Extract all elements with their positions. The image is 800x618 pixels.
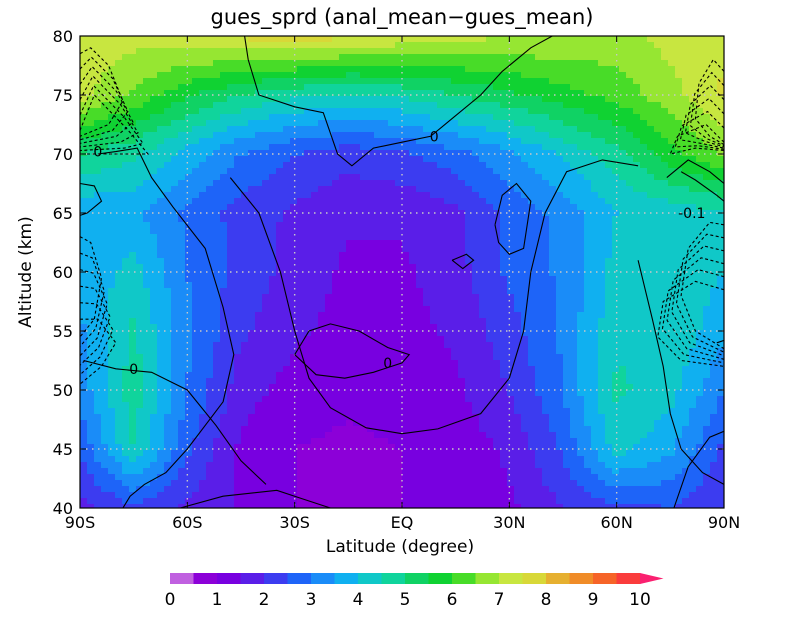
y-axis-label: Altitude (km) [16, 216, 36, 328]
colorbar-swatch [240, 573, 265, 584]
y-axis: 40 45 50 55 60 65 70 75 80 [53, 27, 724, 518]
y-tick-label: 80 [53, 27, 73, 46]
colorbar-swatch [475, 573, 500, 584]
colorbar-swatch [593, 573, 617, 584]
chart-title: gues_sprd (anal_mean−gues_mean) [210, 5, 593, 30]
colorbar-tick-label: 4 [353, 590, 364, 610]
y-tick-label: 70 [53, 145, 73, 164]
x-tick-label: 60N [601, 513, 633, 532]
contour-line [180, 489, 331, 508]
contour-line-negative [80, 252, 105, 347]
contour-line-negative [80, 65, 134, 144]
colorbar-swatch [616, 573, 641, 584]
contour-line-negative [80, 302, 114, 376]
colorbar-tick-label: 0 [165, 590, 176, 610]
contour-line-negative [684, 84, 724, 148]
contour-line-negative [80, 75, 139, 148]
contour-line [97, 147, 235, 508]
contour-line-negative [674, 110, 724, 150]
x-axis: 90S 60S 30S EQ 30N 60N 90N [65, 36, 740, 532]
colorbar-swatch [381, 573, 406, 584]
colorbar-swatch [452, 573, 476, 584]
contour-line-negative [666, 257, 724, 360]
x-tick-label: 90S [65, 513, 96, 532]
colorbar-swatch [193, 573, 218, 584]
y-tick-label: 45 [53, 440, 73, 459]
x-tick-label: 60S [172, 513, 203, 532]
colorbar-tick-label: 6 [447, 590, 458, 610]
x-tick-label: EQ [391, 513, 414, 532]
x-tick-label: 30N [493, 513, 525, 532]
colorbar-swatch [569, 573, 594, 584]
contour-line-negative [675, 233, 724, 353]
contour-label: 0 [430, 129, 439, 145]
colorbar-tick-label: 10 [629, 590, 651, 610]
colorbar-swatch [170, 573, 194, 584]
contour-line [494, 182, 532, 255]
colorbar-swatch [358, 573, 382, 584]
colorbar-labels: 0 1 2 3 4 5 6 7 8 9 10 [165, 590, 651, 610]
contour-line [716, 339, 724, 344]
colorbar-swatch [428, 573, 453, 584]
contour-label: 0 [129, 362, 138, 378]
colorbar-swatch [334, 573, 359, 584]
colorbar-tick-label: 7 [494, 590, 505, 610]
contour-line [80, 182, 103, 216]
colorbar-extend-arrow [640, 573, 664, 584]
contour-line-negative [669, 123, 724, 155]
contour-line [244, 36, 553, 167]
contour-line [680, 171, 724, 202]
y-tick-label: 75 [53, 86, 73, 105]
contour-line-negative [671, 245, 724, 357]
contour-label: 0 [383, 356, 392, 372]
grid-lines [80, 36, 724, 508]
colorbar-tick-label: 8 [541, 590, 552, 610]
contour-line-negative [80, 236, 103, 338]
contour-line-negative [80, 318, 117, 385]
contour-line-negative [80, 56, 129, 141]
contour-line [637, 260, 724, 485]
y-tick-label: 50 [53, 381, 73, 400]
x-tick-label: 90N [708, 513, 740, 532]
contour-line-negative [661, 269, 724, 364]
contour-line [666, 159, 724, 184]
colorbar-swatch [287, 573, 312, 584]
contour-line [83, 359, 267, 485]
contour-line-negative [657, 280, 724, 367]
colorbar-swatch [264, 573, 288, 584]
colorbar-tick-label: 1 [212, 590, 223, 610]
colorbar-swatch [499, 573, 523, 584]
contour-line-negative [80, 47, 124, 137]
y-tick-label: 65 [53, 204, 73, 223]
colorbar-swatch [311, 573, 335, 584]
y-tick-label: 55 [53, 322, 73, 341]
contour-label: 0 [93, 145, 102, 161]
contour-line-negative [694, 58, 724, 146]
contour-line [451, 253, 475, 270]
y-tick-label: 60 [53, 263, 73, 282]
contour-line [294, 323, 411, 379]
x-tick-label: 30S [279, 513, 310, 532]
colorbar-tick-label: 3 [306, 590, 317, 610]
colorbar-swatch [217, 573, 241, 584]
contour-line [229, 159, 639, 435]
colorbar [170, 573, 664, 584]
colorbar-swatch [546, 573, 570, 584]
contour-line-negative [80, 94, 150, 155]
colorbar-tick-label: 2 [259, 590, 270, 610]
colorbar-tick-label: 9 [588, 590, 599, 610]
colorbar-swatch [405, 573, 429, 584]
colorbar-swatch [522, 573, 547, 584]
y-tick-label: 40 [53, 499, 73, 518]
contour-line-negative [80, 285, 111, 366]
contour-line [673, 430, 724, 508]
contour-lines [80, 36, 724, 508]
contour-line-negative [680, 221, 724, 350]
contour-label: -0.1 [678, 206, 705, 222]
contour-line-negative [679, 97, 724, 149]
x-axis-label: Latitude (degree) [326, 537, 474, 557]
colorbar-tick-label: 5 [400, 590, 411, 610]
contour-labels: 0 0 -0.1 0 0 [93, 129, 705, 377]
